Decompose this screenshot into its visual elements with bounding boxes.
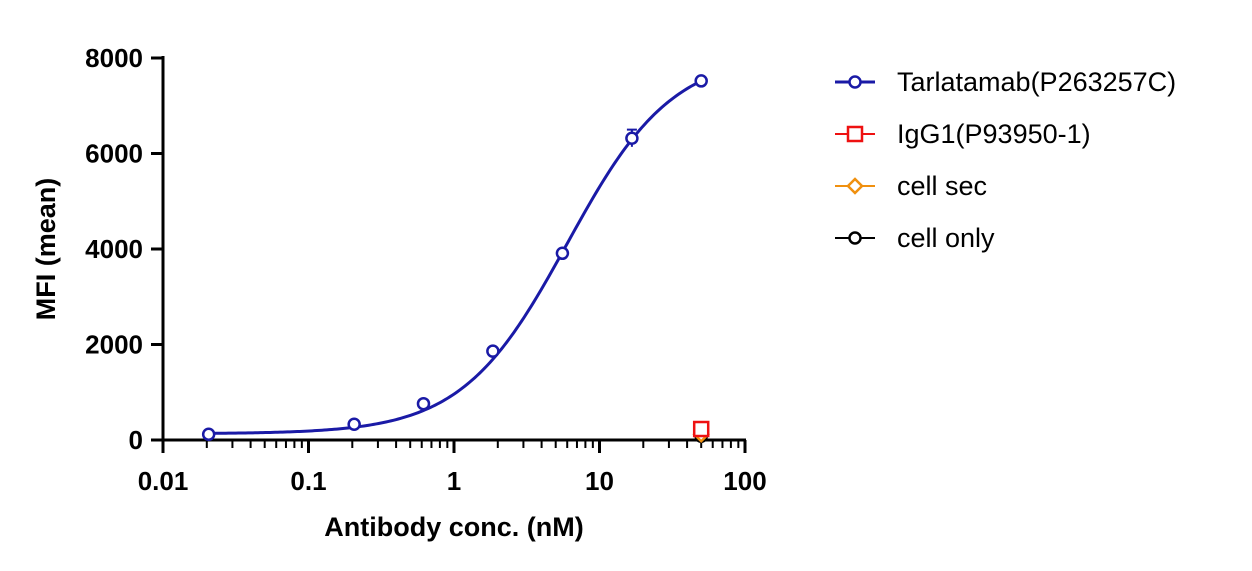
y-axis-ticks: 0 2000 4000 6000 8000 (85, 43, 163, 455)
data-point (201, 427, 216, 442)
marker-circle (486, 344, 500, 358)
x-tick-label: 100 (723, 466, 766, 496)
data-point (625, 131, 639, 145)
legend-label: cell sec (897, 171, 987, 201)
data-point (694, 74, 708, 88)
y-tick-label: 6000 (85, 139, 143, 169)
legend-label: cell only (897, 223, 995, 253)
legend-marker (846, 177, 864, 195)
data-point (347, 417, 361, 431)
data-point (555, 246, 570, 261)
marker-circle (416, 396, 431, 411)
legend-item: cell sec (835, 171, 987, 201)
x-axis-title: Antibody conc. (nM) (324, 512, 583, 542)
legend-marker (848, 231, 862, 245)
legend-label: IgG1(P93950-1) (897, 119, 1091, 149)
marker-circle (848, 75, 862, 89)
data-point (416, 396, 431, 411)
legend-marker (848, 75, 862, 89)
y-axis-title: MFI (mean) (31, 178, 61, 321)
y-tick-label: 0 (129, 425, 143, 455)
marker-circle (848, 231, 862, 245)
legend-item: cell only (835, 223, 995, 253)
legend-label: Tarlatamab(P263257C) (897, 67, 1176, 97)
legend-marker (846, 125, 864, 143)
x-axis-ticks: 0.01 0.1 1 10 100 (138, 440, 767, 496)
marker-diamond (846, 177, 864, 195)
marker-circle (201, 427, 216, 442)
legend-item: Tarlatamab(P263257C) (835, 67, 1176, 97)
y-tick-label: 2000 (85, 330, 143, 360)
y-tick-label: 4000 (85, 234, 143, 264)
fit-curves (208, 79, 702, 435)
x-tick-label: 0.01 (138, 466, 189, 496)
marker-circle (694, 74, 708, 88)
legend: Tarlatamab(P263257C) IgG1(P93950-1) cell s… (835, 67, 1176, 253)
marker-circle (625, 131, 639, 145)
x-tick-label: 1 (447, 466, 461, 496)
data-point (486, 344, 500, 358)
y-tick-label: 8000 (85, 43, 143, 73)
axes (161, 56, 746, 442)
data-point (692, 420, 710, 438)
x-tick-label: 0.1 (290, 466, 326, 496)
marker-square (846, 125, 864, 143)
legend-item: IgG1(P93950-1) (835, 119, 1091, 149)
fit-curve (208, 79, 702, 435)
marker-circle (347, 417, 361, 431)
data-points (201, 74, 710, 444)
x-tick-label: 10 (585, 466, 614, 496)
marker-circle (555, 246, 570, 261)
marker-square (692, 420, 710, 438)
